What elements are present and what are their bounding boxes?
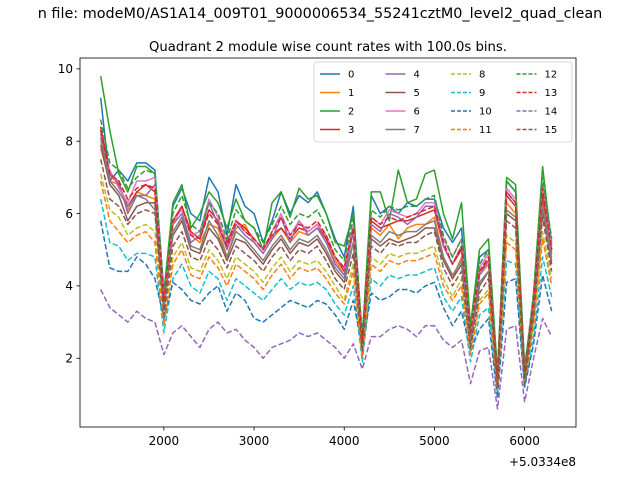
legend-label-9: 9 [479, 88, 485, 99]
chart-title: Quadrant 2 module wise count rates with … [149, 40, 507, 55]
legend-label-4: 4 [414, 70, 420, 81]
series-line-7 [99, 137, 553, 385]
x-axis-offset-label: +5.0334e8 [509, 455, 576, 469]
x-axis: 2000 3000 4000 5000 6000 [149, 427, 540, 448]
legend-label-15: 15 [545, 125, 558, 136]
series-line-15 [99, 159, 553, 388]
legend-label-8: 8 [479, 70, 485, 81]
legend-label-14: 14 [545, 107, 558, 118]
y-tick-label: 4 [65, 279, 73, 293]
x-tick-label: 6000 [509, 434, 540, 448]
series-line-11 [99, 180, 553, 392]
legend-label-5: 5 [414, 88, 420, 99]
legend-label-13: 13 [545, 88, 558, 99]
axes-frame [79, 57, 577, 428]
figure-suptitle: n file: modeM0/AS1A14_009T01_9000006534_… [38, 6, 603, 22]
series-line-2 [99, 75, 553, 374]
legend-label-6: 6 [414, 107, 420, 118]
y-tick-label: 8 [65, 135, 73, 149]
series-line-4 [99, 133, 553, 385]
series-layer [99, 75, 553, 410]
legend-label-3: 3 [348, 125, 354, 136]
x-tick-label: 5000 [419, 434, 450, 448]
legend-label-0: 0 [348, 70, 354, 81]
y-tick-label: 6 [65, 207, 73, 221]
legend-label-2: 2 [348, 107, 354, 118]
legend-label-7: 7 [414, 125, 420, 136]
x-tick-label: 4000 [329, 434, 360, 448]
series-line-12 [99, 119, 553, 378]
series-line-8 [99, 173, 553, 388]
legend-box [313, 61, 573, 143]
series-line-14 [100, 289, 553, 410]
legend-label-11: 11 [479, 125, 492, 136]
y-tick-label: 10 [58, 62, 73, 76]
y-tick-label: 2 [65, 352, 73, 366]
series-line-9 [99, 198, 553, 396]
series-line-13 [99, 130, 553, 381]
legend-label-1: 1 [348, 88, 354, 99]
x-tick-label: 2000 [149, 434, 180, 448]
series-line-10 [99, 220, 553, 399]
x-tick-label: 3000 [239, 434, 270, 448]
legend-label-12: 12 [545, 70, 558, 81]
y-axis: 2 4 6 8 10 [58, 62, 80, 366]
legend-label-10: 10 [479, 107, 492, 118]
